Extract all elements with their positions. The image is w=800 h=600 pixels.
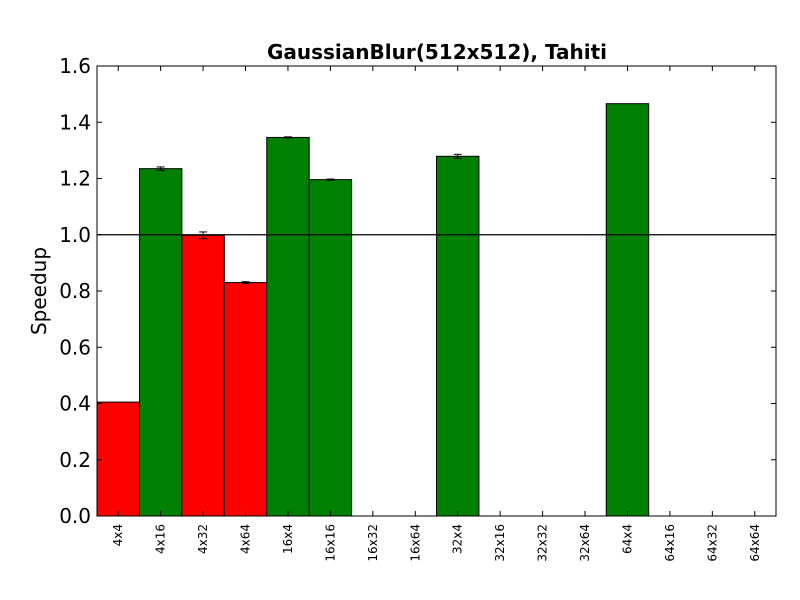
errorbar-group: [156, 136, 462, 284]
x-tick-label: 16x16: [323, 524, 337, 562]
chart-title: GaussianBlur(512x512), Tahiti: [267, 40, 607, 64]
y-tick-label: 0.6: [59, 335, 91, 359]
bar-4x64: [223, 282, 268, 517]
x-tick-label: 64x16: [663, 524, 677, 562]
x-tick-label: 4x64: [239, 524, 253, 554]
x-tick-label: 16x64: [408, 524, 422, 562]
x-tick-label: 4x32: [196, 524, 210, 554]
y-tick-label: 0.2: [59, 448, 91, 472]
x-tick-label: 32x16: [493, 524, 507, 562]
x-tick-labels: 4x4 4x16 4x32 4x64 16x4 16x16 16x32 16x64 32x4 32…: [111, 524, 762, 562]
y-tick-label: 1.6: [59, 54, 91, 78]
tick-group: [97, 65, 776, 517]
y-tick-labels: 0.0 0.2 0.4 0.6 0.8 1.0 1.2 1.4 1.6: [59, 54, 91, 528]
x-tick-label: 64x64: [748, 524, 762, 562]
bar-16x4: [266, 136, 310, 517]
plot-frame: [96, 65, 777, 517]
y-tick-label: 0.0: [59, 504, 91, 528]
x-tick-label: 64x4: [620, 524, 634, 554]
bar-group: [96, 103, 650, 517]
y-tick-label: 0.4: [59, 392, 91, 416]
y-tick-label: 1.4: [59, 110, 91, 134]
y-tick-label: 1.0: [59, 223, 91, 247]
x-tick-label: 32x4: [451, 524, 465, 554]
x-tick-label: 16x4: [281, 524, 295, 554]
bar-4x16: [138, 168, 183, 517]
x-tick-label: 32x64: [578, 524, 592, 562]
x-tick-label: 4x16: [154, 524, 168, 554]
x-tick-label: 16x32: [366, 524, 380, 562]
x-tick-label: 32x32: [536, 524, 550, 562]
bar-4x32: [181, 234, 225, 517]
bar-64x4: [605, 103, 650, 517]
x-tick-label: 64x32: [705, 524, 719, 562]
x-tick-label: 4x4: [111, 524, 125, 546]
y-axis-label: Speedup: [27, 247, 51, 335]
bar-16x16: [308, 179, 353, 517]
bar-32x4: [436, 155, 480, 517]
y-tick-label: 0.8: [59, 279, 91, 303]
y-tick-label: 1.2: [59, 167, 91, 191]
bar-4x4: [96, 401, 140, 517]
